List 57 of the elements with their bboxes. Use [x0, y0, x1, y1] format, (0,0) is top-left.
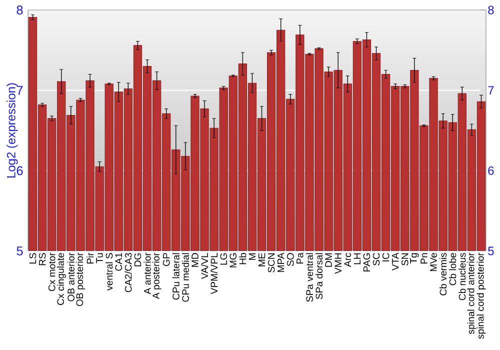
x-tick-label: Cx cingulate	[56, 253, 66, 305]
x-tick-label: ME	[258, 253, 266, 266]
x-tick-label: MG	[230, 253, 237, 268]
y-tick-label: 6	[16, 166, 23, 176]
x-tick-label: VPM/VPL	[210, 252, 218, 294]
y-tick-label: 7	[16, 86, 23, 95]
x-tick-label: MD	[192, 253, 198, 267]
x-tick-label: A anterior	[144, 252, 151, 294]
x-tick-label: VMH	[334, 253, 342, 274]
x-tick-label: VA/VL	[200, 252, 208, 280]
x-tick-label: SPa dorsal	[315, 253, 323, 300]
x-tick-label: SC	[372, 252, 380, 266]
y-axis-title: Log2 (expression)	[6, 83, 18, 178]
x-tick-label: PAG	[363, 253, 370, 272]
x-tick-label: spinal cord anterior	[467, 252, 476, 334]
x-tick-label: Pir	[86, 252, 94, 264]
x-tick-label: CPu lateral	[172, 253, 180, 300]
x-tick-label: LG	[220, 253, 227, 265]
x-tick-label: Cb nucleus	[458, 252, 466, 300]
x-tick-label: CA1	[115, 253, 122, 271]
x-tick-label: VTA	[392, 252, 399, 271]
y-tick-label: 8	[16, 6, 23, 14]
x-tick-label: MPA	[278, 252, 284, 272]
x-tick-label: MVe	[430, 253, 437, 272]
x-tick-label: RS	[38, 253, 46, 266]
x-tick-label: Cx motor	[48, 252, 56, 292]
x-tick-label: A posterior	[152, 252, 162, 299]
x-tick-label: SCN	[268, 253, 275, 272]
x-tick-label: LS	[29, 253, 36, 264]
x-tick-label: Tg	[410, 253, 419, 264]
x-tick-label: spinal cord posterior	[476, 252, 486, 339]
x-tick-label: Tu	[96, 253, 103, 264]
x-tick-label: OB anterior	[67, 252, 74, 302]
y2-tick-label: 8	[488, 6, 494, 14]
x-tick-label: DM	[325, 253, 332, 267]
x-tick-label: SN	[402, 253, 408, 266]
y-tick-label: 5	[16, 246, 23, 256]
x-tick-label: DG	[134, 253, 142, 266]
x-tick-label: Pa	[296, 252, 304, 264]
y2-tick-label: 5	[488, 246, 494, 256]
x-tick-label: CA2/CA3	[124, 253, 132, 292]
y2-tick-label: 6	[488, 166, 494, 175]
x-tick-label: SO	[287, 253, 294, 266]
x-tick-label: GP	[162, 253, 170, 266]
x-tick-label: Hb	[239, 253, 246, 264]
x-tick-label: Cb lobe	[449, 253, 456, 286]
x-tick-label: LH	[354, 253, 360, 264]
x-tick-label: M	[248, 253, 256, 260]
x-tick-label: Cb vermis	[440, 252, 447, 296]
y2-tick-label: 7	[488, 86, 494, 94]
x-tick-label: Pn	[420, 253, 428, 264]
x-tick-label: ventral S	[106, 253, 113, 290]
x-tick-label: SPa ventral	[306, 253, 313, 302]
x-tick-label: IC	[382, 252, 390, 262]
x-tick-label: CPu medial	[182, 253, 189, 302]
x-tick-label: Arc	[344, 252, 351, 267]
x-tick-label: OB posterior	[76, 252, 85, 306]
